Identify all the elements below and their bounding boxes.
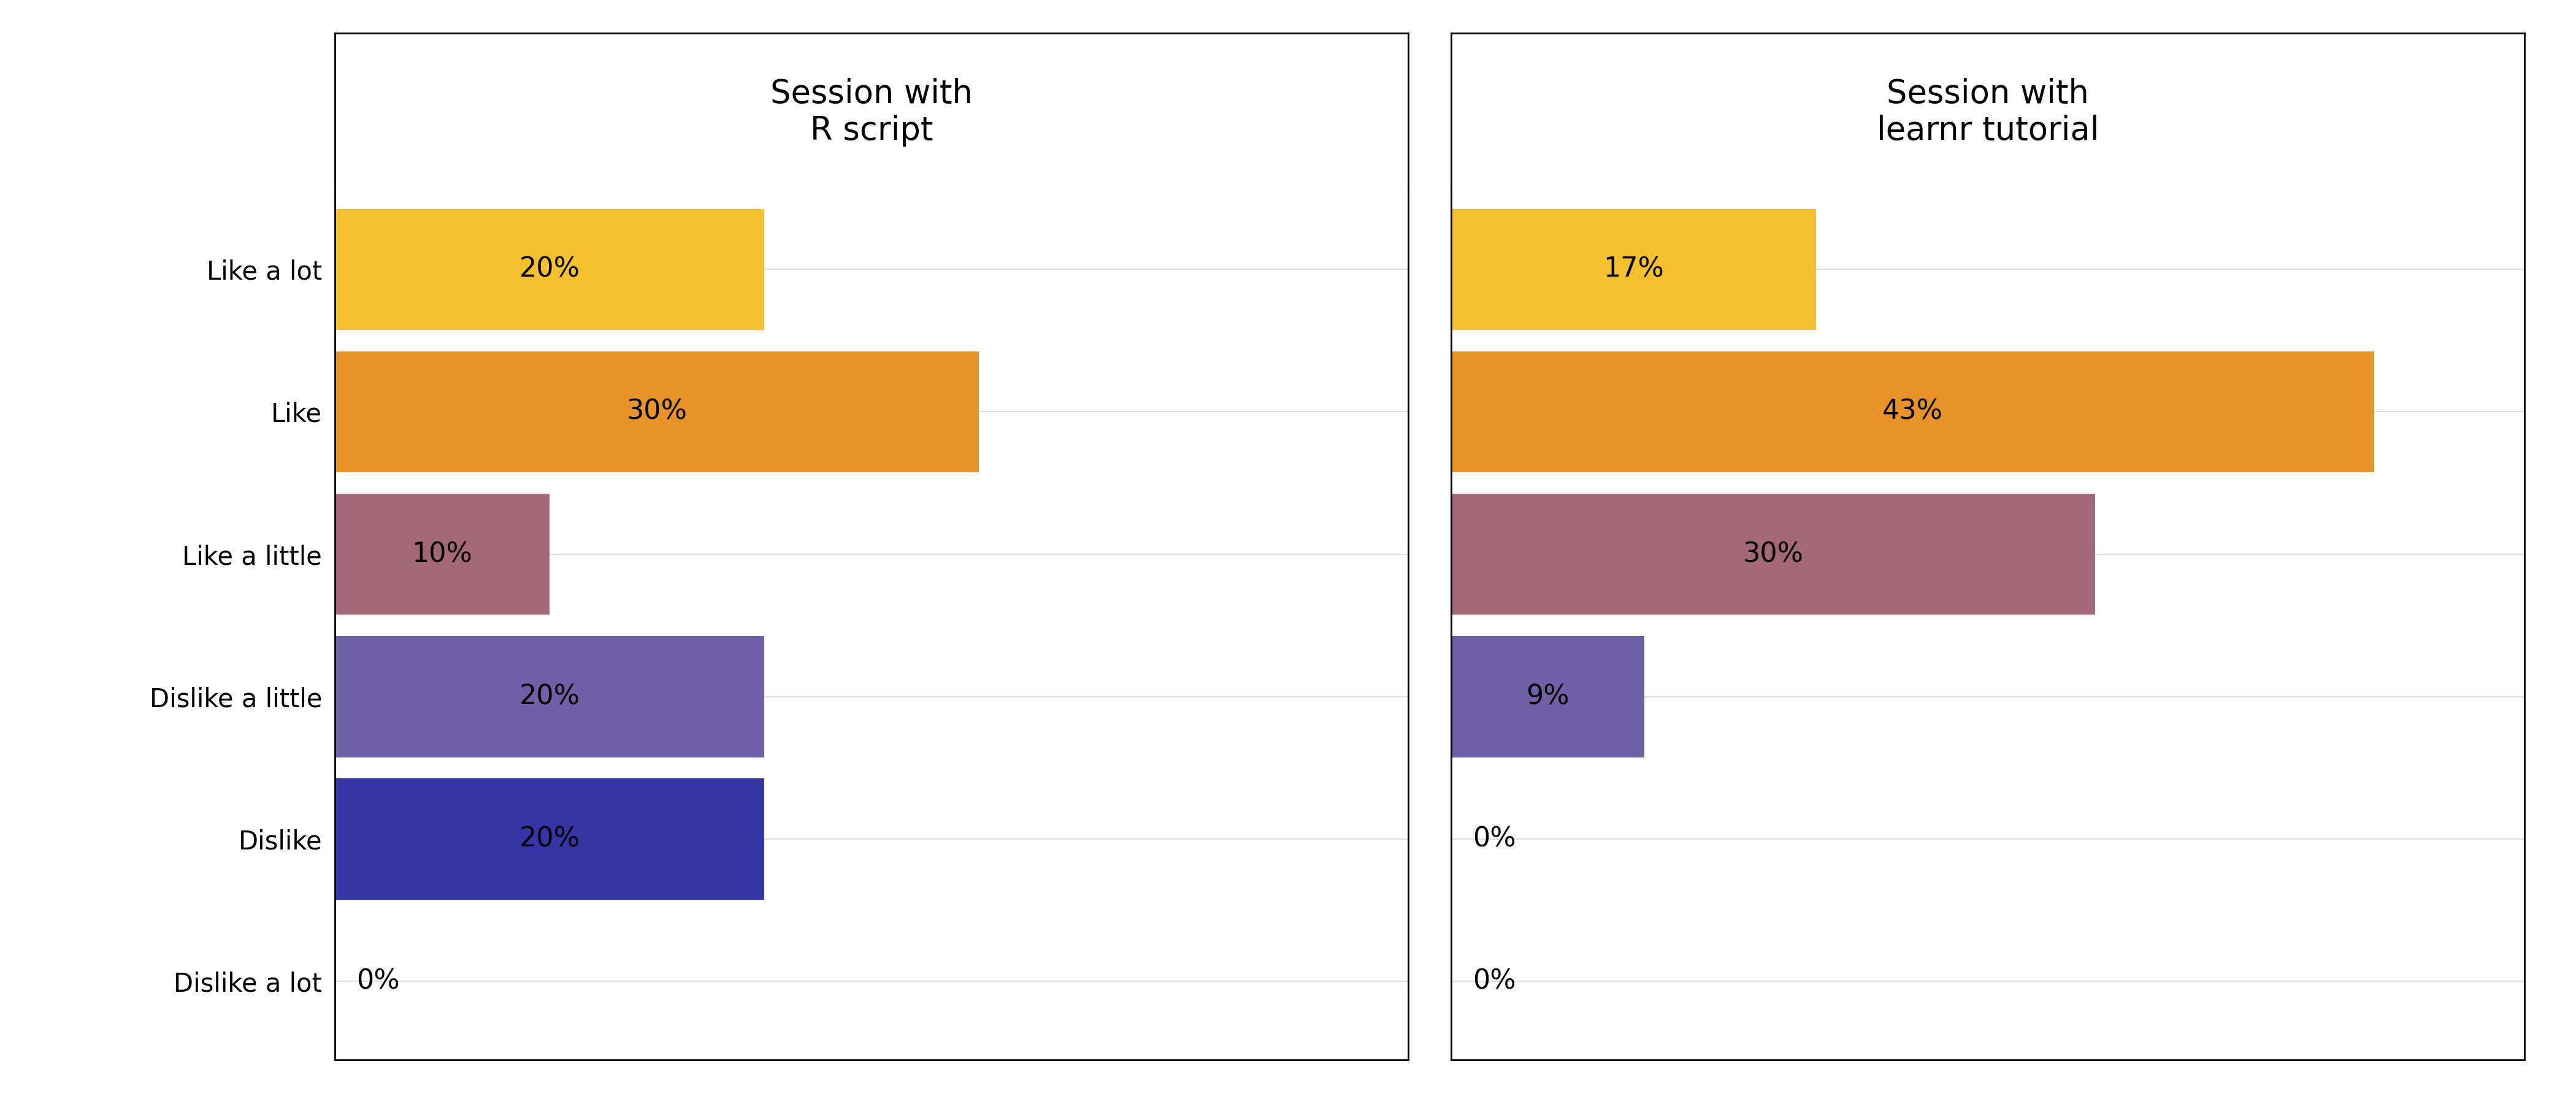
Bar — [1450, 493, 2094, 615]
Text: Session with
learnr tutorial: Session with learnr tutorial — [1878, 77, 2099, 147]
Bar — [335, 778, 765, 900]
Bar — [1450, 351, 2375, 473]
Text: 10%: 10% — [412, 541, 471, 567]
Text: 0%: 0% — [355, 968, 399, 995]
Bar — [335, 493, 549, 615]
Text: Session with
R script: Session with R script — [770, 77, 974, 147]
Text: 9%: 9% — [1525, 683, 1569, 710]
Text: 20%: 20% — [520, 826, 580, 852]
Text: 0%: 0% — [1473, 968, 1515, 995]
Bar — [335, 636, 765, 757]
Bar — [1450, 209, 1816, 330]
Bar — [1450, 636, 1643, 757]
Bar — [335, 351, 979, 473]
Text: 30%: 30% — [1744, 541, 1803, 567]
Text: 0%: 0% — [1473, 826, 1515, 852]
Text: 43%: 43% — [1883, 399, 1942, 425]
Text: 30%: 30% — [626, 399, 688, 425]
Text: 20%: 20% — [520, 256, 580, 283]
Bar — [335, 209, 765, 330]
Text: 20%: 20% — [520, 683, 580, 710]
Text: 17%: 17% — [1602, 256, 1664, 283]
